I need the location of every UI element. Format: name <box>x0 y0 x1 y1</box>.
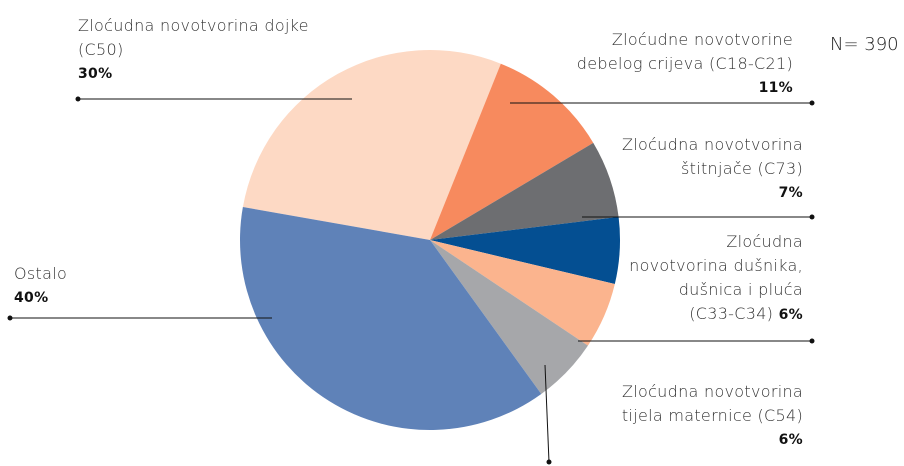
value-label: 11% <box>758 80 793 96</box>
leader-line <box>544 364 550 463</box>
slice-label: Zloćudna novotvorina dojke (C50) 30% <box>78 14 309 86</box>
leader-dot <box>7 315 13 321</box>
pie-slice <box>430 240 615 346</box>
value-label: 6% <box>778 432 803 448</box>
slice-label: Zloćudna novotvorina dušnika, dušnica i … <box>629 230 803 327</box>
category-label: Zloćudna novotvorina štitnjače (C73) <box>621 135 803 178</box>
slice-label: Zloćudna novotvorina tijela maternice (C… <box>622 380 803 452</box>
pie-slice <box>242 50 501 240</box>
category-label: Ostalo <box>14 264 68 283</box>
leader-dot <box>75 96 81 102</box>
category-label: Zloćudna novotvorina dušnika, dušnica i … <box>629 232 803 323</box>
leader-dot <box>809 338 815 344</box>
pie-slice <box>430 142 619 240</box>
annotation: N= 390 <box>830 34 899 55</box>
slice-label: Zloćudna novotvorina štitnjače (C73) 7% <box>622 133 803 205</box>
pie-slice <box>430 240 588 395</box>
value-label: 7% <box>778 185 803 201</box>
category-label: Zloćudne novotvorine debelog crijeva (C1… <box>576 30 793 73</box>
value-label: 40% <box>14 290 49 306</box>
pie-slice <box>239 207 542 431</box>
category-label: Zloćudna novotvorina tijela maternice (C… <box>621 382 803 425</box>
leader-dot <box>809 214 815 220</box>
leader-dot <box>809 100 815 106</box>
pie-slice <box>430 216 620 285</box>
value-label: 6% <box>778 307 803 323</box>
value-label: 30% <box>78 66 113 82</box>
slice-label: Zloćudne novotvorine debelog crijeva (C1… <box>577 28 793 100</box>
pie-slice <box>430 63 594 241</box>
category-label: Zloćudna novotvorina dojke (C50) <box>78 16 309 59</box>
leader-dot <box>546 459 552 465</box>
slice-label: Ostalo 40% <box>14 262 67 310</box>
